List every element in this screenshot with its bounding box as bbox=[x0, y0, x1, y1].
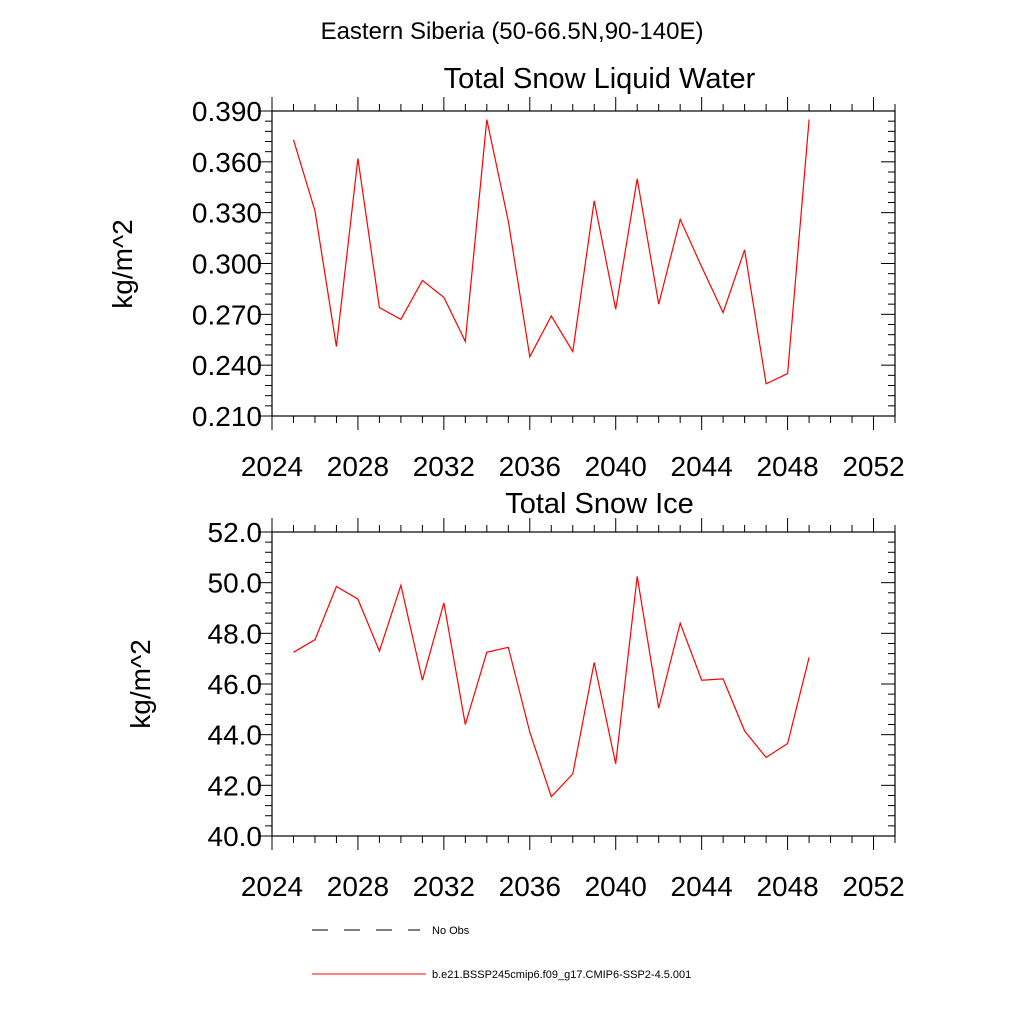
y-tick-label: 0.300 bbox=[192, 249, 262, 280]
x-tick-label: 2032 bbox=[413, 451, 475, 482]
y-axis-label: kg/m^2 bbox=[125, 639, 156, 728]
legend-model-label: b.e21.BSSP245cmip6.f09_g17.CMIP6-SSP2-4.… bbox=[432, 969, 691, 981]
x-tick-label: 2036 bbox=[499, 451, 561, 482]
x-tick-label: 2040 bbox=[585, 451, 647, 482]
x-tick-label: 2024 bbox=[241, 451, 303, 482]
y-tick-label: 0.330 bbox=[192, 198, 262, 229]
y-tick-label: 0.240 bbox=[192, 350, 262, 381]
y-tick-label: 48.0 bbox=[208, 618, 263, 649]
series-line-model bbox=[293, 576, 810, 798]
y-tick-label: 44.0 bbox=[208, 720, 263, 751]
x-tick-label: 2048 bbox=[756, 451, 818, 482]
y-axis-label: kg/m^2 bbox=[107, 219, 138, 308]
figure-title: Eastern Siberia (50-66.5N,90-140E) bbox=[320, 18, 704, 45]
y-tick-label: 0.210 bbox=[192, 401, 262, 432]
panel-title: Total Snow Ice bbox=[505, 488, 694, 520]
x-tick-label: 2028 bbox=[327, 871, 389, 902]
x-tick-label: 2028 bbox=[327, 451, 389, 482]
y-tick-label: 40.0 bbox=[208, 821, 263, 852]
series-line-model bbox=[292, 119, 810, 385]
legend: No Obs b.e21.BSSP245cmip6.f09_g17.CMIP6-… bbox=[312, 925, 691, 981]
y-tick-label: 50.0 bbox=[208, 568, 263, 599]
plot-frame bbox=[271, 110, 896, 417]
x-tick-label: 2044 bbox=[671, 451, 733, 482]
x-tick-label: 2048 bbox=[756, 871, 818, 902]
panel-title: Total Snow Liquid Water bbox=[444, 63, 756, 95]
y-tick-label: 46.0 bbox=[208, 669, 263, 700]
x-tick-label: 2032 bbox=[413, 871, 475, 902]
y-tick-label: 0.360 bbox=[192, 147, 262, 178]
x-tick-label: 2044 bbox=[671, 871, 733, 902]
x-tick-label: 2052 bbox=[842, 871, 904, 902]
y-tick-label: 52.0 bbox=[208, 517, 263, 548]
x-tick-label: 2040 bbox=[585, 871, 647, 902]
y-tick-label: 42.0 bbox=[208, 770, 263, 801]
panel-snow-ice: Total Snow Ice kg/m^2 2024 2028 2032 2036 2040… bbox=[125, 488, 905, 902]
x-tick-label: 2024 bbox=[241, 871, 303, 902]
y-tick-label: 0.390 bbox=[192, 96, 262, 127]
x-tick-label: 2036 bbox=[499, 871, 561, 902]
legend-obs-label: No Obs bbox=[432, 925, 470, 937]
panel-snow-liquid-water: Total Snow Liquid Water kg/m^2 2024 2028 203… bbox=[107, 63, 905, 482]
x-tick-label: 2052 bbox=[842, 451, 904, 482]
y-tick-label: 0.270 bbox=[192, 299, 262, 330]
plot-frame bbox=[271, 531, 896, 837]
